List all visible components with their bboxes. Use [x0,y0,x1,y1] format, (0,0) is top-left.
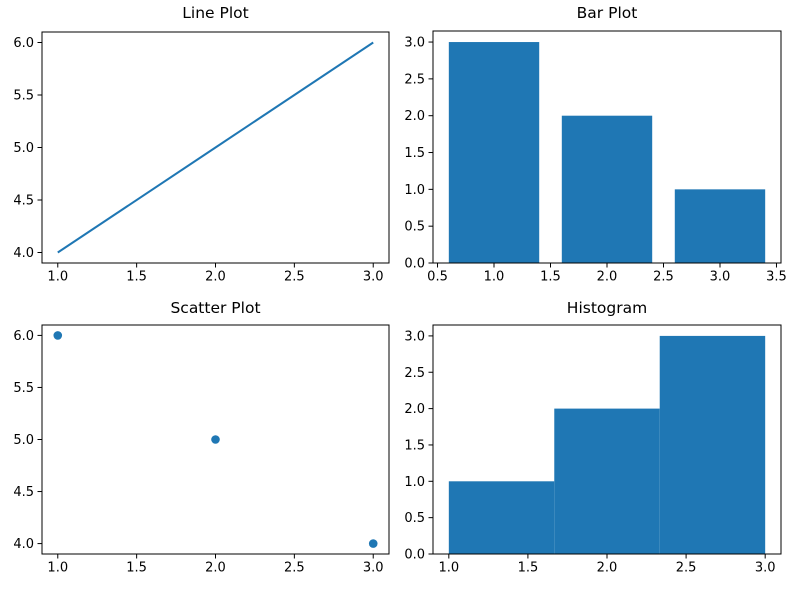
subplot-line-plot: 1.0 1.5 2.0 2.5 3.0 4.0 4.5 5.0 5.5 6.0 Line Plot [0,0,398,295]
y-tick-label: 4.5 [13,485,34,500]
y-tick-label: 1.0 [404,183,425,198]
y-tick-label: 3.0 [404,329,425,344]
line-plot-canvas: 1.0 1.5 2.0 2.5 3.0 4.0 4.5 5.0 5.5 6.0 [13,31,390,285]
scatter-point [211,435,220,444]
x-tick-label: 2.5 [653,270,674,285]
x-tick-label: 1.5 [126,561,147,576]
subplot-bar-plot: 0.5 1.0 1.5 2.0 2.5 3.0 3.5 0.0 0.5 1.0 1.5 2.0 2.5 3… [398,0,796,295]
y-tick-label: 0.0 [404,548,425,563]
bar-plot-canvas: 0.5 1.0 1.5 2.0 2.5 3.0 3.50.00.51.01.52.02.53… [404,30,787,285]
x-tick-label: 1.0 [484,270,505,285]
y-tick-label: 0.5 [404,511,425,526]
y-tick-label: 4.0 [13,537,34,552]
y-tick-label: 5.5 [13,381,34,396]
y-tick-label: 2.5 [404,366,425,381]
scatter-point [53,331,63,340]
bar [674,189,766,263]
y-tick-label: 5.0 [13,433,34,448]
histogram-canvas: 1.0 1.5 2.0 2.5 3.0 0.0 0.5 1.0 1.5 2.0 2.5 3.0 [404,324,782,576]
x-tick-label: 1.5 [126,270,147,285]
y-tick-label: 3.0 [404,36,425,51]
bar [448,42,540,263]
bar-plot-title: Bar Plot [576,4,638,22]
subplot-histogram: 1.0 1.5 2.0 2.5 3.0 0.0 0.5 1.0 1.5 2.0 2.5 3.0 His… [398,295,796,590]
x-tick-label: 1.0 [47,561,68,576]
histogram-bin [448,481,555,554]
y-tick-label: 2.0 [404,402,425,417]
x-tick-label: 1.5 [540,270,561,285]
y-tick-label: 5.0 [13,141,34,156]
y-tick-label: 5.5 [13,89,34,104]
scatter-point [368,539,378,548]
x-tick-label: 0.5 [427,270,448,285]
y-tick-label: 6.0 [13,36,34,51]
x-tick-label: 2.0 [597,270,618,285]
x-tick-label: 2.5 [676,561,697,576]
x-tick-label: 3.0 [363,561,384,576]
x-tick-label: 2.0 [597,561,618,576]
x-tick-label: 2.5 [284,270,305,285]
x-tick-label: 3.5 [766,270,787,285]
x-tick-label: 1.0 [438,561,459,576]
y-tick-label: 0.5 [404,220,425,235]
histogram-bin [659,335,766,554]
y-tick-label: 0.0 [404,257,425,272]
x-tick-label: 3.0 [710,270,731,285]
histogram-title: Histogram [566,299,648,317]
histogram-bin [554,408,660,554]
x-tick-label: 2.5 [284,561,305,576]
y-tick-label: 2.5 [404,72,425,87]
x-tick-label: 3.0 [755,561,776,576]
x-tick-label: 1.0 [47,270,68,285]
y-tick-label: 1.5 [404,146,425,161]
scatter-plot-title: Scatter Plot [170,299,261,317]
line-plot-title: Line Plot [182,4,249,22]
bar [561,115,653,263]
y-tick-label: 2.0 [404,109,425,124]
x-tick-label: 2.0 [205,561,226,576]
y-tick-label: 4.0 [13,246,34,261]
y-tick-label: 1.0 [404,475,425,490]
scatter-plot-canvas: 1.0 1.5 2.0 2.5 3.0 4.0 4.5 5.0 5.5 6.0 [13,324,390,576]
x-tick-label: 2.0 [205,270,226,285]
x-tick-label: 1.5 [518,561,539,576]
y-tick-label: 6.0 [13,329,34,344]
line-series [57,41,374,254]
y-tick-label: 1.5 [404,438,425,453]
subplot-scatter-plot: 1.0 1.5 2.0 2.5 3.0 4.0 4.5 5.0 5.5 6.0 Scatter P… [0,295,398,590]
x-tick-label: 3.0 [363,270,384,285]
y-tick-label: 4.5 [13,194,34,209]
